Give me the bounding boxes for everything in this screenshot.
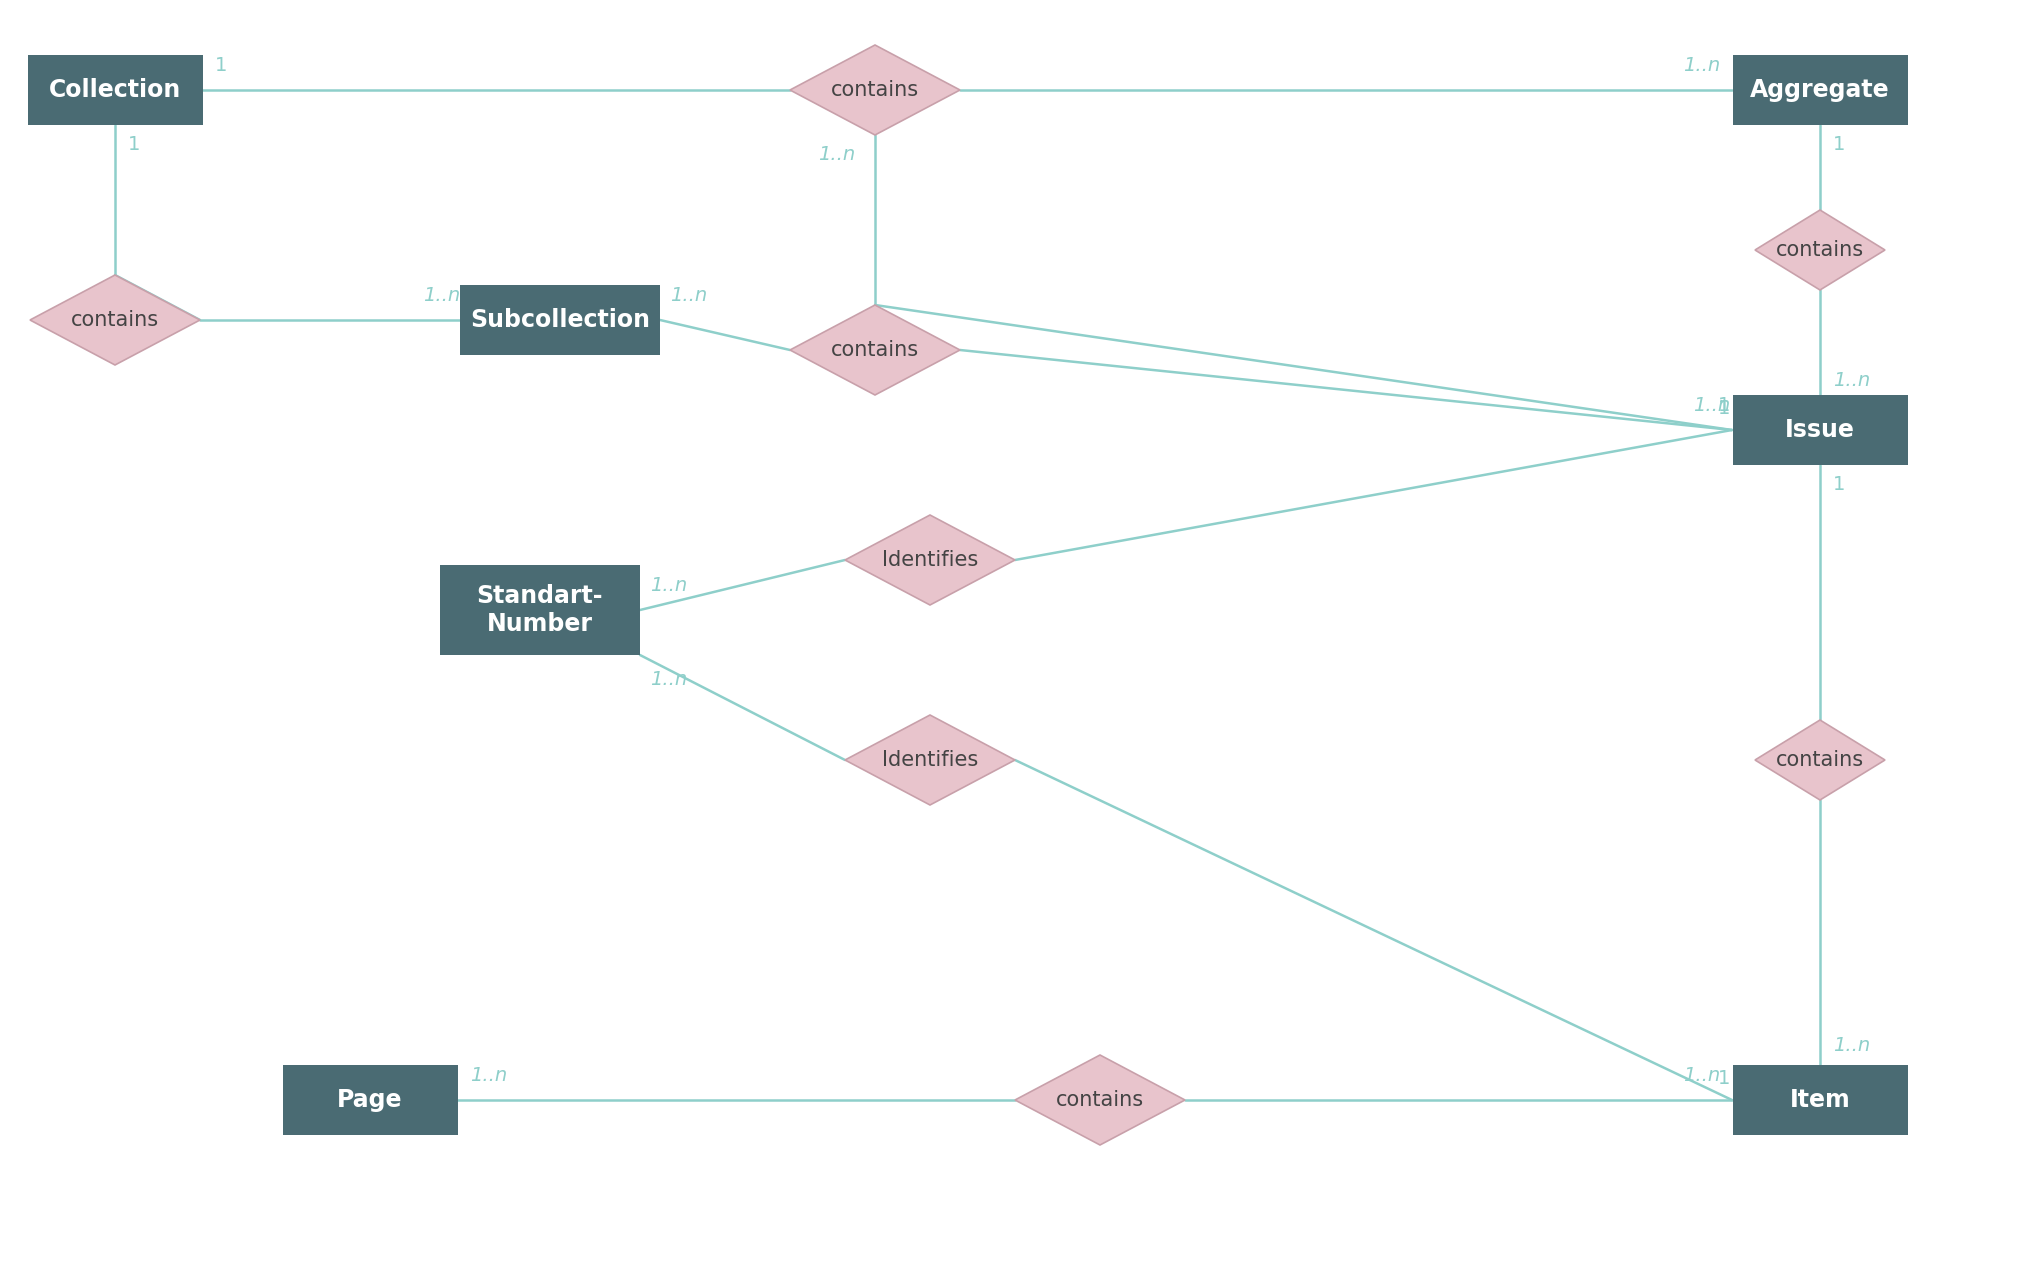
Text: 1: 1	[1717, 395, 1731, 415]
FancyBboxPatch shape	[1733, 1064, 1908, 1135]
Polygon shape	[789, 45, 960, 135]
Text: contains: contains	[1776, 240, 1863, 259]
Text: 1..n: 1..n	[1833, 1036, 1869, 1055]
Text: 1..n: 1..n	[1692, 395, 1731, 415]
Polygon shape	[31, 275, 199, 365]
Text: Issue: Issue	[1786, 419, 1855, 442]
Text: Aggregate: Aggregate	[1749, 78, 1890, 101]
Text: 1..n: 1..n	[818, 145, 854, 164]
Text: Identifies: Identifies	[883, 750, 978, 770]
Text: 1: 1	[1833, 475, 1845, 494]
Text: 1: 1	[1833, 135, 1845, 154]
Polygon shape	[789, 306, 960, 395]
Polygon shape	[1755, 211, 1886, 290]
Text: 1: 1	[216, 56, 228, 74]
FancyBboxPatch shape	[283, 1064, 458, 1135]
FancyBboxPatch shape	[1733, 55, 1908, 125]
Text: Subcollection: Subcollection	[470, 308, 651, 333]
FancyBboxPatch shape	[1733, 395, 1908, 465]
Text: Standart-
Number: Standart- Number	[476, 584, 604, 636]
Text: 1: 1	[1717, 399, 1731, 419]
Text: 1..n: 1..n	[470, 1066, 506, 1085]
FancyBboxPatch shape	[460, 285, 659, 354]
Text: 1..n: 1..n	[1682, 1066, 1721, 1085]
Polygon shape	[1755, 720, 1886, 800]
Text: contains: contains	[832, 80, 919, 100]
FancyBboxPatch shape	[439, 565, 641, 655]
Text: contains: contains	[1776, 750, 1863, 770]
Polygon shape	[1015, 1055, 1186, 1145]
Text: Page: Page	[338, 1088, 403, 1112]
FancyBboxPatch shape	[28, 55, 203, 125]
Text: Collection: Collection	[49, 78, 181, 101]
Text: 1..n: 1..n	[669, 286, 708, 306]
Text: 1..n: 1..n	[1833, 371, 1869, 390]
Text: Item: Item	[1790, 1088, 1851, 1112]
Text: 1: 1	[128, 135, 140, 154]
Polygon shape	[844, 515, 1015, 605]
Text: 1..n: 1..n	[651, 577, 687, 594]
Text: 1..n: 1..n	[423, 286, 460, 306]
Text: contains: contains	[1056, 1090, 1143, 1109]
Text: 1..n: 1..n	[651, 670, 687, 690]
Text: Identifies: Identifies	[883, 550, 978, 570]
Text: contains: contains	[71, 309, 159, 330]
Text: 1..n: 1..n	[1682, 56, 1721, 74]
Polygon shape	[844, 715, 1015, 805]
Text: contains: contains	[832, 340, 919, 360]
Text: 1: 1	[1717, 1070, 1731, 1088]
